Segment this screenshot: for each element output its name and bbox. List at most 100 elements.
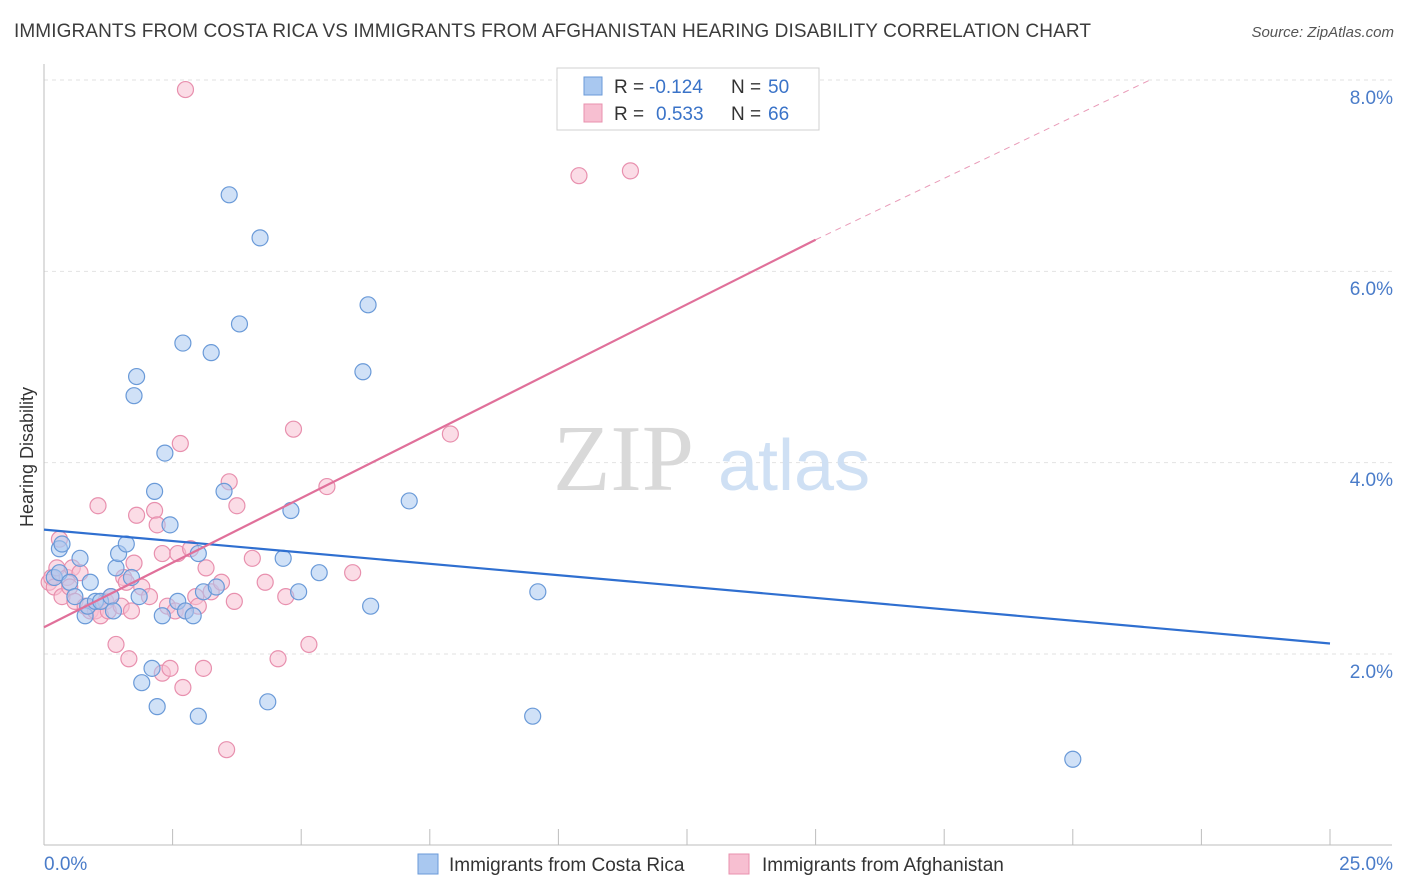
afghanistan-point xyxy=(153,544,171,563)
costa-rica-point xyxy=(107,559,125,577)
legend-n-label-1: N = xyxy=(731,77,761,98)
costa-rica-point xyxy=(66,587,84,606)
watermark-zip: ZIP xyxy=(553,407,694,511)
bottom-legend-swatch-blue xyxy=(417,853,439,875)
gridlines xyxy=(44,79,1392,655)
costa-rica-point xyxy=(143,659,161,677)
watermark-atlas: atlas xyxy=(718,426,870,506)
afghanistan-point xyxy=(161,659,179,677)
costa-rica-point xyxy=(354,363,372,381)
correlation-legend: R = -0.124 N = 50 R = 0.533 N = 66 xyxy=(556,67,820,131)
costa-rica-point xyxy=(400,492,418,510)
costa-rica-point xyxy=(153,607,171,625)
afghanistan-point xyxy=(300,635,318,654)
costa-rica-point xyxy=(259,693,277,711)
legend-n-value-1: 50 xyxy=(768,77,789,98)
costa-rica-point xyxy=(53,535,71,553)
afghanistan-trend-line xyxy=(43,238,817,629)
afghanistan-point xyxy=(218,741,236,759)
afghanistan-point xyxy=(125,554,143,572)
legend-r-value-2: 0.533 xyxy=(656,104,704,125)
afghanistan-point xyxy=(122,602,141,620)
costa-rica-point xyxy=(230,315,249,333)
afghanistan-point xyxy=(570,167,588,185)
afghanistan-point xyxy=(344,564,362,582)
costa-rica-point xyxy=(359,296,377,314)
costa-rica-point xyxy=(202,344,220,362)
costa-rica-trend-line xyxy=(43,528,1331,645)
costa-rica-point xyxy=(133,674,151,692)
costa-rica-point xyxy=(148,698,166,716)
costa-rica-point xyxy=(524,707,542,725)
afghanistan-point xyxy=(228,497,246,515)
series-legend: Immigrants from Costa Rica Immigrants fr… xyxy=(417,853,1004,876)
costa-rica-point xyxy=(274,549,292,567)
afghanistan-point xyxy=(194,659,213,677)
costa-rica-point xyxy=(61,573,79,591)
bottom-legend-label-costa-rica: Immigrants from Costa Rica xyxy=(449,855,685,876)
costa-rica-points xyxy=(45,186,1082,768)
afghanistan-points xyxy=(40,80,640,759)
y-axis-title: Hearing Disability xyxy=(17,387,37,527)
afghanistan-point xyxy=(107,635,125,654)
costa-rica-point xyxy=(71,549,89,567)
afghanistan-point xyxy=(318,477,336,496)
afghanistan-point xyxy=(127,506,146,524)
afghanistan-point xyxy=(269,650,287,668)
y-tick-label-4: 4.0% xyxy=(1350,470,1393,491)
afghanistan-point xyxy=(120,650,138,668)
x-tick-label-min: 0.0% xyxy=(44,854,87,875)
y-tick-label-2: 2.0% xyxy=(1350,662,1393,683)
costa-rica-point xyxy=(174,334,192,352)
afghanistan-point xyxy=(441,425,459,443)
trend-lines xyxy=(43,79,1331,645)
afghanistan-point xyxy=(197,559,215,577)
afghanistan-point xyxy=(145,501,164,520)
bottom-legend-swatch-pink xyxy=(728,853,750,875)
afghanistan-point xyxy=(174,678,192,697)
costa-rica-point xyxy=(207,578,225,596)
y-tick-label-6: 6.0% xyxy=(1350,279,1393,300)
afghanistan-point xyxy=(176,80,195,99)
costa-rica-point xyxy=(81,573,99,591)
legend-r-value-1: -0.124 xyxy=(649,77,703,98)
afghanistan-point xyxy=(171,434,189,453)
legend-r-label-2: R = xyxy=(614,104,644,125)
costa-rica-point xyxy=(130,587,148,606)
legend-swatch-pink xyxy=(583,103,603,123)
bottom-legend-label-afghanistan: Immigrants from Afghanistan xyxy=(762,855,1004,876)
costa-rica-point xyxy=(104,602,123,620)
watermark: ZIP atlas xyxy=(553,407,870,511)
costa-rica-point xyxy=(290,583,308,601)
x-tick-label-max: 25.0% xyxy=(1339,854,1393,875)
costa-rica-point xyxy=(220,186,238,204)
chart-title: IMMIGRANTS FROM COSTA RICA VS IMMIGRANTS… xyxy=(14,21,1092,42)
costa-rica-point xyxy=(189,707,207,725)
afghanistan-point xyxy=(225,592,243,610)
costa-rica-point xyxy=(215,482,233,500)
afghanistan-point xyxy=(89,497,107,515)
source-label: Source: ZipAtlas.com xyxy=(1251,24,1394,41)
costa-rica-point xyxy=(127,367,146,386)
afghanistan-point xyxy=(621,162,640,180)
costa-rica-point xyxy=(1064,750,1082,768)
costa-rica-point xyxy=(251,229,269,247)
legend-n-value-2: 66 xyxy=(768,104,789,125)
axes xyxy=(43,64,1392,846)
afghanistan-point xyxy=(256,573,274,591)
afghanistan-trend-extension xyxy=(815,79,1151,241)
legend-swatch-blue xyxy=(583,76,603,96)
afghanistan-point xyxy=(284,420,303,438)
y-tick-label-8: 8.0% xyxy=(1350,88,1393,109)
costa-rica-point xyxy=(161,516,179,534)
costa-rica-point xyxy=(125,387,143,405)
costa-rica-point xyxy=(529,583,547,601)
costa-rica-point xyxy=(145,482,164,500)
costa-rica-point xyxy=(362,597,380,615)
costa-rica-point xyxy=(310,564,328,582)
legend-n-label-2: N = xyxy=(731,104,761,125)
costa-rica-point xyxy=(184,607,202,625)
legend-r-label-1: R = xyxy=(614,77,644,98)
afghanistan-point xyxy=(243,549,261,567)
